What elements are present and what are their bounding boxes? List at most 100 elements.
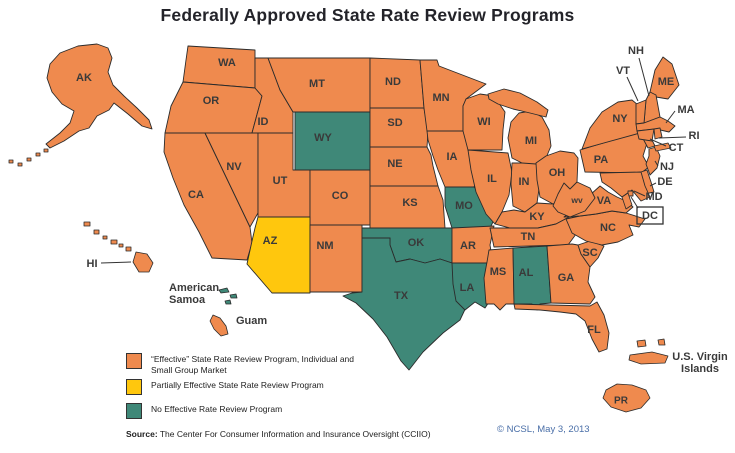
state-label-ks: KS bbox=[402, 197, 417, 209]
legend-label-effective: “Effective” State Rate Review Program, I… bbox=[151, 353, 354, 375]
territory-label-pr-0: PR bbox=[614, 396, 629, 407]
state-nj bbox=[645, 146, 661, 176]
state-label-wv: wv bbox=[570, 195, 583, 205]
callout-line-ma bbox=[665, 110, 676, 124]
copyright-text: © NCSL, May 3, 2013 bbox=[497, 424, 590, 435]
state-label-ny: NY bbox=[612, 113, 628, 125]
map-fragment-3 bbox=[35, 152, 41, 157]
state-label-ut: UT bbox=[273, 175, 288, 187]
callout-label-hi: HI bbox=[87, 258, 98, 270]
territory-label-usvi-1: Islands bbox=[681, 363, 719, 375]
state-label-az: AZ bbox=[263, 235, 278, 247]
state-me bbox=[649, 56, 680, 100]
state-label-oh: OH bbox=[549, 167, 566, 179]
legend-label-none-line1: No Effective Rate Review Program bbox=[151, 404, 283, 414]
callout-label-md: MD bbox=[645, 191, 662, 203]
map-fragment-1 bbox=[621, 192, 633, 210]
legend-label-partial: Partially Effective State Rate Review Pr… bbox=[151, 379, 324, 391]
state-mi bbox=[507, 110, 552, 165]
legend-item-none: No Effective Rate Review Program bbox=[126, 403, 282, 419]
legend-item-partial: Partially Effective State Rate Review Pr… bbox=[126, 379, 324, 395]
state-nm bbox=[309, 224, 363, 293]
callout-label-ct: CT bbox=[669, 142, 684, 154]
state-label-wi: WI bbox=[477, 116, 490, 128]
state-label-tx: TX bbox=[394, 290, 409, 302]
state-or bbox=[164, 81, 263, 134]
territory-pr-island-0 bbox=[602, 383, 651, 413]
legend-item-effective: “Effective” State Rate Review Program, I… bbox=[126, 353, 354, 375]
state-label-nd: ND bbox=[385, 76, 401, 88]
state-label-co: CO bbox=[332, 190, 349, 202]
callout-label-nj: NJ bbox=[660, 161, 674, 173]
state-wv bbox=[552, 181, 596, 218]
callout-line-vt bbox=[626, 76, 639, 102]
state-mi-upper-peninsula bbox=[487, 88, 549, 118]
state-label-fl: FL bbox=[587, 324, 601, 336]
state-label-il: IL bbox=[487, 173, 497, 185]
state-ms bbox=[483, 247, 515, 311]
state-label-in: IN bbox=[519, 176, 530, 188]
callout-label-dc: DC bbox=[642, 210, 658, 222]
state-label-pa: PA bbox=[594, 154, 609, 166]
territory-usvi-island-2 bbox=[628, 351, 669, 365]
source-prefix: Source: bbox=[126, 429, 158, 439]
state-label-ms: MS bbox=[490, 266, 507, 278]
territory-usvi-island-0 bbox=[636, 339, 647, 348]
legend-label-none: No Effective Rate Review Program bbox=[151, 403, 282, 415]
state-label-nc: NC bbox=[600, 222, 616, 234]
state-wy bbox=[294, 111, 371, 171]
territory-hi-island-1 bbox=[93, 229, 100, 235]
state-label-id: ID bbox=[258, 116, 269, 128]
state-label-nv: NV bbox=[226, 161, 242, 173]
state-label-or: OR bbox=[203, 95, 220, 107]
state-tx bbox=[342, 237, 469, 371]
legend-label-effective-line2: Small Group Market bbox=[151, 364, 227, 375]
callout-line-de bbox=[649, 182, 657, 187]
map-fragment-4 bbox=[26, 157, 32, 162]
state-label-ar: AR bbox=[460, 240, 476, 252]
state-label-nm: NM bbox=[316, 240, 333, 252]
state-ak bbox=[45, 43, 153, 149]
state-label-wa: WA bbox=[218, 57, 236, 69]
page-title: Federally Approved State Rate Review Pro… bbox=[160, 5, 575, 25]
state-label-wy: WY bbox=[314, 132, 332, 144]
legend-swatch-partial bbox=[126, 379, 142, 395]
territory-hi-island-5 bbox=[125, 246, 132, 252]
legend-label-partial-line1: Partially Effective State Rate Review Pr… bbox=[151, 380, 324, 390]
callout-line-ct bbox=[649, 138, 667, 147]
dc-label-box bbox=[636, 206, 664, 225]
territory-label-usvi-0: U.S. Virgin bbox=[672, 351, 728, 363]
state-label-sd: SD bbox=[387, 117, 402, 129]
callout-label-vt: VT bbox=[616, 65, 630, 77]
state-label-al: AL bbox=[519, 267, 534, 279]
state-label-sc: SC bbox=[582, 247, 597, 259]
state-ct bbox=[636, 128, 655, 142]
state-ga bbox=[546, 243, 596, 305]
territory-usvi-island-1 bbox=[657, 338, 666, 346]
territory-hi-island-0 bbox=[83, 221, 91, 227]
source-body: The Center For Consumer Information and … bbox=[157, 429, 431, 439]
map-fragment-5 bbox=[17, 162, 23, 167]
state-label-la: LA bbox=[460, 282, 475, 294]
state-ri bbox=[653, 127, 663, 140]
state-label-mo: MO bbox=[455, 200, 473, 212]
territory-hi-island-4 bbox=[118, 243, 124, 248]
state-label-ia: IA bbox=[447, 151, 458, 163]
state-label-ne: NE bbox=[387, 158, 402, 170]
state-label-mt: MT bbox=[309, 78, 325, 90]
source-text: Source: The Center For Consumer Informat… bbox=[126, 429, 431, 439]
callout-line-ri bbox=[658, 136, 687, 139]
map-fragment-0 bbox=[653, 142, 672, 152]
state-md bbox=[599, 171, 651, 202]
state-label-mi: MI bbox=[525, 135, 537, 147]
map-fragment-2 bbox=[43, 148, 49, 153]
state-label-va: VA bbox=[597, 195, 612, 207]
callout-label-ri: RI bbox=[689, 130, 700, 142]
territory-amsamoa-island-2 bbox=[224, 299, 232, 305]
state-label-mn: MN bbox=[432, 92, 449, 104]
callout-label-nh: NH bbox=[628, 45, 644, 57]
state-wi bbox=[462, 93, 506, 151]
territory-label-guam-0: Guam bbox=[236, 315, 267, 327]
